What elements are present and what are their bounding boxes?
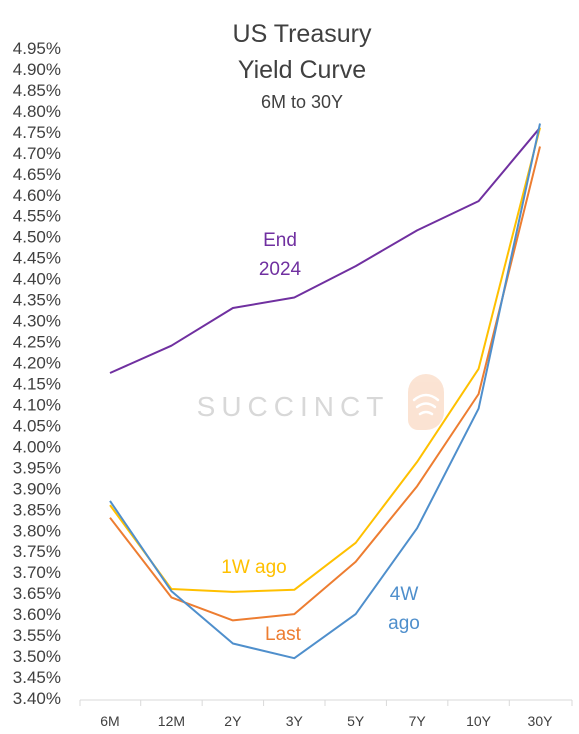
y-tick-label: 4.15% xyxy=(13,374,61,393)
y-tick-label: 4.20% xyxy=(13,354,61,373)
x-tick-label: 3Y xyxy=(286,713,304,729)
y-tick-label: 4.60% xyxy=(13,186,61,205)
y-tick-label: 3.60% xyxy=(13,605,61,624)
watermark: SUCCINCT xyxy=(197,374,444,430)
y-tick-label: 3.90% xyxy=(13,479,61,498)
y-tick-label: 4.70% xyxy=(13,144,61,163)
y-tick-label: 4.35% xyxy=(13,291,61,310)
y-tick-label: 4.65% xyxy=(13,165,61,184)
y-tick-label: 3.45% xyxy=(13,668,61,687)
series-line-1w-ago xyxy=(109,127,541,593)
title-line: US Treasury xyxy=(233,20,372,48)
series-line-end-2024 xyxy=(109,127,541,374)
y-tick-label: 3.40% xyxy=(13,689,61,708)
y-tick-label: 4.45% xyxy=(13,249,61,268)
y-tick-label: 4.30% xyxy=(13,312,61,331)
y-tick-label: 3.95% xyxy=(13,458,61,477)
watermark-text: SUCCINCT xyxy=(197,391,390,422)
chart-title: US Treasury Yield Curve 6M to 30Y xyxy=(233,20,372,112)
y-tick-label: 4.25% xyxy=(13,333,61,352)
y-axis: 3.40% 3.45% 3.50% 3.55% 3.60% 3.65% 3.70% 3.75%… xyxy=(13,39,61,708)
watermark-logo-icon xyxy=(408,374,444,430)
y-tick-label: 3.50% xyxy=(13,647,61,666)
x-tick-label: 30Y xyxy=(528,713,554,729)
y-tick-label: 4.00% xyxy=(13,437,61,456)
x-tick-label: 12M xyxy=(158,713,185,729)
y-tick-label: 4.50% xyxy=(13,228,61,247)
y-tick-label: 4.80% xyxy=(13,102,61,121)
y-tick-label: 4.40% xyxy=(13,270,61,289)
y-tick-label: 3.75% xyxy=(13,542,61,561)
x-tick-label: 5Y xyxy=(347,713,365,729)
series-lines xyxy=(109,123,541,660)
series-labels: End 2024 1W ago Last 4W ago xyxy=(221,230,420,645)
x-tick-label: 6M xyxy=(100,713,119,729)
y-tick-label: 4.90% xyxy=(13,60,61,79)
x-tick-label: 10Y xyxy=(466,713,492,729)
y-tick-label: 3.70% xyxy=(13,563,61,582)
title-line: 6M to 30Y xyxy=(261,92,343,112)
y-tick-label: 3.65% xyxy=(13,584,61,603)
series-label: End 2024 xyxy=(259,230,302,280)
y-tick-label: 3.55% xyxy=(13,626,61,645)
series-label: 1W ago xyxy=(221,557,286,578)
series-line-last xyxy=(109,146,541,622)
y-tick-label: 4.55% xyxy=(13,207,61,226)
y-tick-label: 4.05% xyxy=(13,416,61,435)
x-axis: 6M 12M 2Y 3Y 5Y 7Y 10Y 30Y xyxy=(79,699,573,729)
y-tick-label: 4.75% xyxy=(13,123,61,142)
x-tick-label: 2Y xyxy=(224,713,242,729)
y-tick-label: 4.10% xyxy=(13,395,61,414)
y-tick-label: 4.85% xyxy=(13,81,61,100)
y-tick-label: 3.80% xyxy=(13,521,61,540)
y-tick-label: 4.95% xyxy=(13,39,61,58)
x-tick-label: 7Y xyxy=(409,713,427,729)
series-label: 4W ago xyxy=(388,584,420,634)
series-line-4w-ago xyxy=(109,123,541,660)
series-label: Last xyxy=(265,624,302,645)
y-tick-label: 3.85% xyxy=(13,500,61,519)
title-line: Yield Curve xyxy=(238,56,366,84)
